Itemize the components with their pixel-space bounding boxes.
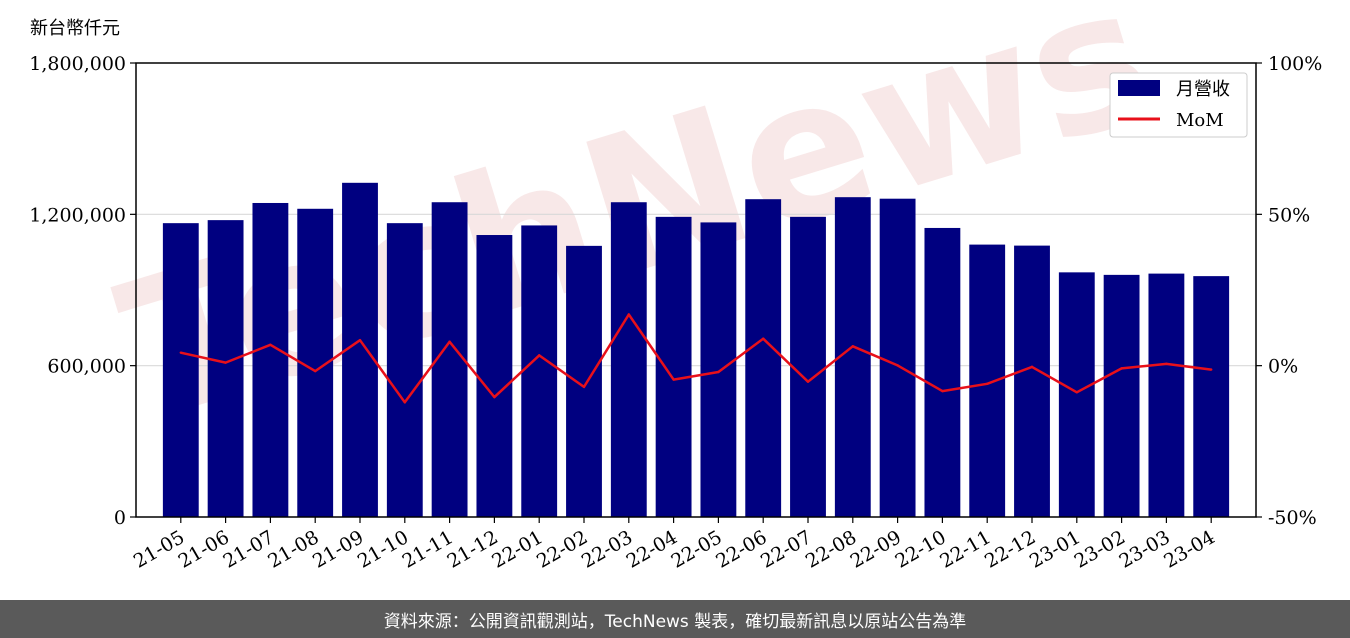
legend-bar-swatch <box>1118 80 1160 96</box>
revenue-bar <box>1148 273 1185 517</box>
x-tick-label: 22-01 <box>488 526 546 572</box>
mom-point <box>627 313 630 316</box>
revenue-bar <box>879 198 916 517</box>
mom-point <box>1030 365 1034 369</box>
x-tick-label: 22-12 <box>981 526 1039 572</box>
mom-line <box>179 313 1213 404</box>
mom-point <box>986 382 989 386</box>
revenue-bar <box>1058 272 1095 517</box>
mom-point <box>582 385 586 389</box>
revenue-bar <box>162 223 199 517</box>
source-footer: 資料來源：公開資訊觀測站，TechNews 製表，確切最新訊息以原站公告為準 <box>0 600 1350 638</box>
mom-point <box>358 339 362 342</box>
revenue-bar <box>700 222 737 517</box>
mom-point <box>179 351 182 354</box>
left-axis-ticks: 0 600,000 1,200,000 1,800,000 <box>29 53 136 529</box>
x-tick-label: 21-06 <box>175 526 233 572</box>
mom-point <box>448 340 451 343</box>
revenue-bar <box>386 223 423 517</box>
mom-point <box>314 369 317 373</box>
revenue-bar <box>252 202 289 517</box>
revenue-bar <box>207 220 244 517</box>
mom-point <box>1165 362 1168 366</box>
revenue-bar <box>1014 245 1050 517</box>
revenue-bar <box>521 225 558 518</box>
left-tick-label: 600,000 <box>47 356 126 378</box>
x-tick-label: 22-11 <box>936 526 994 572</box>
x-tick-label: 23-02 <box>1071 526 1129 572</box>
right-tick-label: -50% <box>1268 507 1317 529</box>
revenue-bars <box>162 182 1230 518</box>
x-tick-label: 22-08 <box>802 526 860 572</box>
mom-point <box>403 401 406 404</box>
mom-point <box>1210 368 1213 371</box>
x-tick-label: 22-02 <box>533 526 591 572</box>
mom-point <box>538 354 541 357</box>
left-tick-label: 1,200,000 <box>29 204 126 226</box>
footer-text: 資料來源：公開資訊觀測站，TechNews 製表，確切最新訊息以原站公告為準 <box>383 611 967 632</box>
x-axis-ticks: 21-0521-0621-0721-0821-0921-1021-1121-12… <box>130 517 1219 573</box>
revenue-bar <box>610 202 647 517</box>
legend: 月營收 MoM <box>1109 72 1248 138</box>
revenue-bar <box>1103 274 1140 517</box>
y-axis-unit-label: 新台幣仟元 <box>30 18 120 39</box>
x-tick-label: 21-08 <box>264 526 322 572</box>
mom-point <box>224 361 227 364</box>
x-tick-label: 23-01 <box>1026 526 1084 572</box>
mom-point <box>493 395 496 399</box>
mom-point <box>672 378 675 381</box>
revenue-bar <box>476 235 513 517</box>
mom-point <box>717 370 720 374</box>
x-tick-label: 22-09 <box>847 526 905 572</box>
right-tick-label: 100% <box>1268 53 1322 75</box>
mom-point <box>896 364 899 367</box>
x-tick-label: 22-04 <box>623 526 681 572</box>
right-tick-label: 50% <box>1268 204 1310 226</box>
mom-point <box>1075 391 1079 394</box>
revenue-bar <box>655 216 692 517</box>
x-tick-label: 21-10 <box>354 526 412 572</box>
revenue-bar <box>790 216 826 517</box>
mom-point <box>762 337 765 340</box>
x-tick-label: 21-05 <box>130 526 188 572</box>
right-tick-label: 0% <box>1268 356 1298 378</box>
revenue-bar <box>969 244 1006 517</box>
axes <box>135 62 1257 518</box>
x-tick-label: 21-12 <box>443 526 501 572</box>
x-tick-label: 23-03 <box>1115 526 1173 572</box>
mom-point <box>269 343 272 346</box>
x-tick-label: 21-11 <box>399 526 457 572</box>
left-tick-label: 1,800,000 <box>29 53 126 75</box>
x-tick-label: 23-04 <box>1160 526 1218 572</box>
x-tick-label: 21-07 <box>219 526 277 572</box>
legend-bar-label: 月營收 <box>1176 79 1230 100</box>
revenue-bar <box>745 199 782 517</box>
revenue-bar <box>924 227 961 517</box>
mom-point <box>806 380 810 383</box>
legend-line-label: MoM <box>1176 110 1224 131</box>
revenue-bar <box>1193 276 1230 517</box>
x-tick-label: 22-05 <box>667 526 725 572</box>
mom-point <box>1120 367 1123 370</box>
mom-point <box>941 389 944 393</box>
plot-frame <box>135 62 1257 518</box>
mom-point <box>851 345 854 348</box>
left-tick-label: 0 <box>114 507 126 529</box>
mom-series-line <box>180 313 1212 404</box>
revenue-bar <box>566 245 602 517</box>
x-tick-label: 22-06 <box>712 526 770 572</box>
right-axis-ticks: -50% 0% 50% 100% <box>1256 53 1322 529</box>
x-tick-label: 22-07 <box>757 526 815 572</box>
x-tick-label: 22-03 <box>578 526 636 572</box>
x-tick-label: 22-10 <box>891 526 949 572</box>
x-tick-label: 21-09 <box>309 526 367 572</box>
